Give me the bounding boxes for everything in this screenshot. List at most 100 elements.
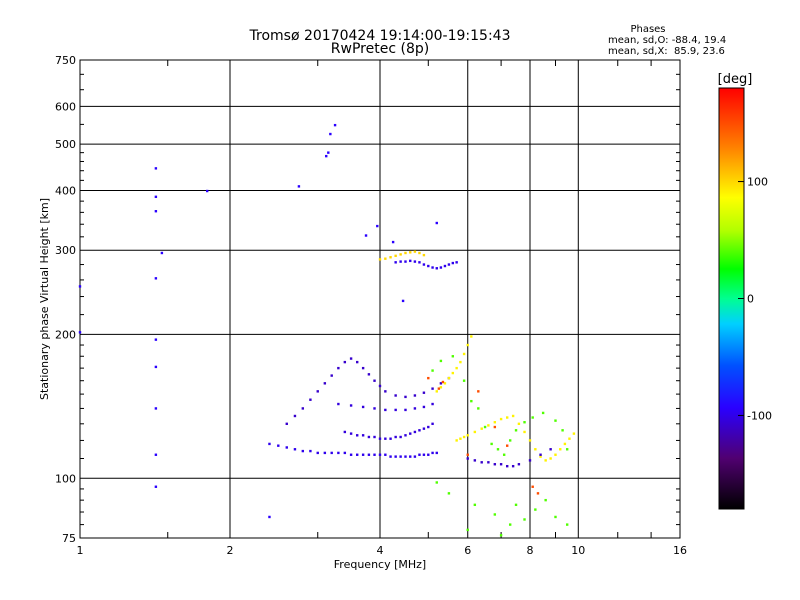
echo-point <box>413 260 417 263</box>
echo-point <box>399 435 402 439</box>
echo-point <box>373 407 376 410</box>
echo-point <box>399 455 402 458</box>
colorbar-tick-label: 0 <box>747 293 754 306</box>
x-tick-label: 8 <box>527 544 534 557</box>
echo-point <box>493 425 497 429</box>
grid-lines <box>80 60 680 538</box>
echo-point <box>404 408 407 412</box>
x-axis-label: Frequency [MHz] <box>334 558 426 571</box>
echo-point <box>384 437 387 440</box>
echo-point <box>422 453 426 456</box>
colorbar-ticks: 100 0 -100 <box>738 176 772 422</box>
echo-point <box>435 481 438 484</box>
echo-point <box>431 266 434 269</box>
y-tick-label: 400 <box>55 184 76 197</box>
echo-point <box>361 434 365 437</box>
echo-point <box>439 359 443 363</box>
echo-point <box>364 234 368 237</box>
phases-heading: Phases <box>630 24 665 35</box>
echo-point <box>541 411 545 415</box>
echo-point <box>466 434 469 437</box>
echo-point <box>309 398 312 401</box>
echo-point <box>559 448 562 451</box>
echo-point <box>343 360 347 364</box>
echo-point <box>439 382 443 385</box>
echo-point <box>323 451 327 455</box>
echo-point <box>554 419 557 422</box>
echo-point <box>459 360 462 364</box>
echo-point <box>413 394 417 397</box>
echo-point <box>536 492 540 495</box>
echo-point <box>154 167 158 170</box>
echo-point <box>554 515 557 519</box>
echo-point <box>389 455 392 458</box>
echo-point <box>493 421 497 424</box>
echo-point <box>293 448 297 451</box>
y-axis: 75 100 200 300 400 500 600 750 <box>55 54 680 545</box>
echo-point <box>517 422 521 426</box>
echo-point <box>301 449 305 453</box>
echo-point <box>389 437 392 440</box>
echo-point <box>409 432 412 435</box>
echo-point <box>473 459 477 462</box>
echo-point <box>505 416 509 419</box>
echo-point <box>78 285 82 288</box>
echo-point <box>349 432 353 435</box>
echo-point <box>418 429 421 432</box>
echo-point <box>499 417 503 421</box>
echo-point <box>561 429 564 432</box>
echo-point <box>277 444 280 447</box>
echo-point <box>285 446 288 449</box>
x-tick-label: 4 <box>377 544 384 557</box>
y-tick-label: 500 <box>55 138 76 151</box>
echo-point <box>367 435 371 439</box>
echo-point <box>451 355 455 358</box>
echo-point <box>470 335 473 338</box>
echo-point <box>531 416 534 419</box>
x-tick-label: 10 <box>571 544 585 557</box>
echo-point <box>154 453 158 456</box>
echo-point <box>349 453 353 456</box>
echo-point <box>337 451 340 455</box>
echo-point <box>455 439 458 442</box>
echo-point <box>422 253 426 257</box>
echo-point <box>343 430 347 434</box>
echo-point <box>528 439 532 442</box>
echo-point <box>154 407 158 410</box>
echo-point <box>349 357 353 360</box>
echo-point <box>466 528 469 532</box>
x-tick-label: 6 <box>464 544 471 557</box>
echo-point <box>384 408 387 412</box>
echo-point <box>309 449 312 453</box>
echo-point <box>327 151 330 154</box>
echo-point <box>493 463 497 466</box>
echo-point <box>549 457 552 460</box>
echo-point <box>268 515 271 519</box>
echo-point <box>431 369 434 372</box>
echo-point <box>477 407 480 410</box>
echo-point <box>531 485 534 488</box>
echo-point <box>394 455 397 458</box>
echo-point <box>373 379 376 382</box>
echo-point <box>539 453 542 456</box>
echo-point <box>316 451 319 455</box>
echo-point <box>391 240 395 244</box>
echo-point <box>441 380 445 384</box>
y-tick-label: 200 <box>55 328 76 341</box>
echo-point <box>514 429 518 432</box>
echo-point <box>505 444 509 447</box>
echo-point <box>404 455 407 458</box>
echo-point <box>418 453 421 456</box>
echo-point <box>394 435 397 439</box>
echo-point <box>534 508 537 511</box>
echo-point <box>384 390 387 393</box>
echo-point <box>373 435 376 439</box>
echo-point <box>443 264 447 268</box>
echo-point <box>431 422 434 426</box>
echo-point <box>422 263 426 266</box>
echo-point <box>502 453 506 456</box>
echo-point <box>466 457 469 460</box>
echo-point <box>404 434 407 437</box>
phases-x-line: mean, sd,X: 85.9, 23.6 <box>608 46 725 57</box>
echo-point <box>378 384 382 388</box>
